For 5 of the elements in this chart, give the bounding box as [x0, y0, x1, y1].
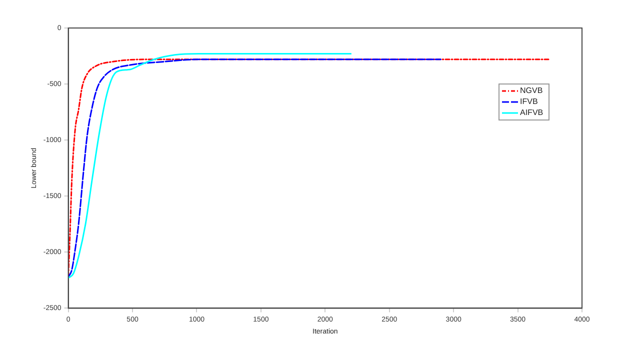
legend-label: NGVB	[520, 86, 543, 96]
legend-label: IFVB	[520, 97, 538, 106]
legend-label: AIFVB	[520, 108, 544, 118]
line-series	[68, 58, 442, 278]
line-series	[68, 53, 352, 279]
